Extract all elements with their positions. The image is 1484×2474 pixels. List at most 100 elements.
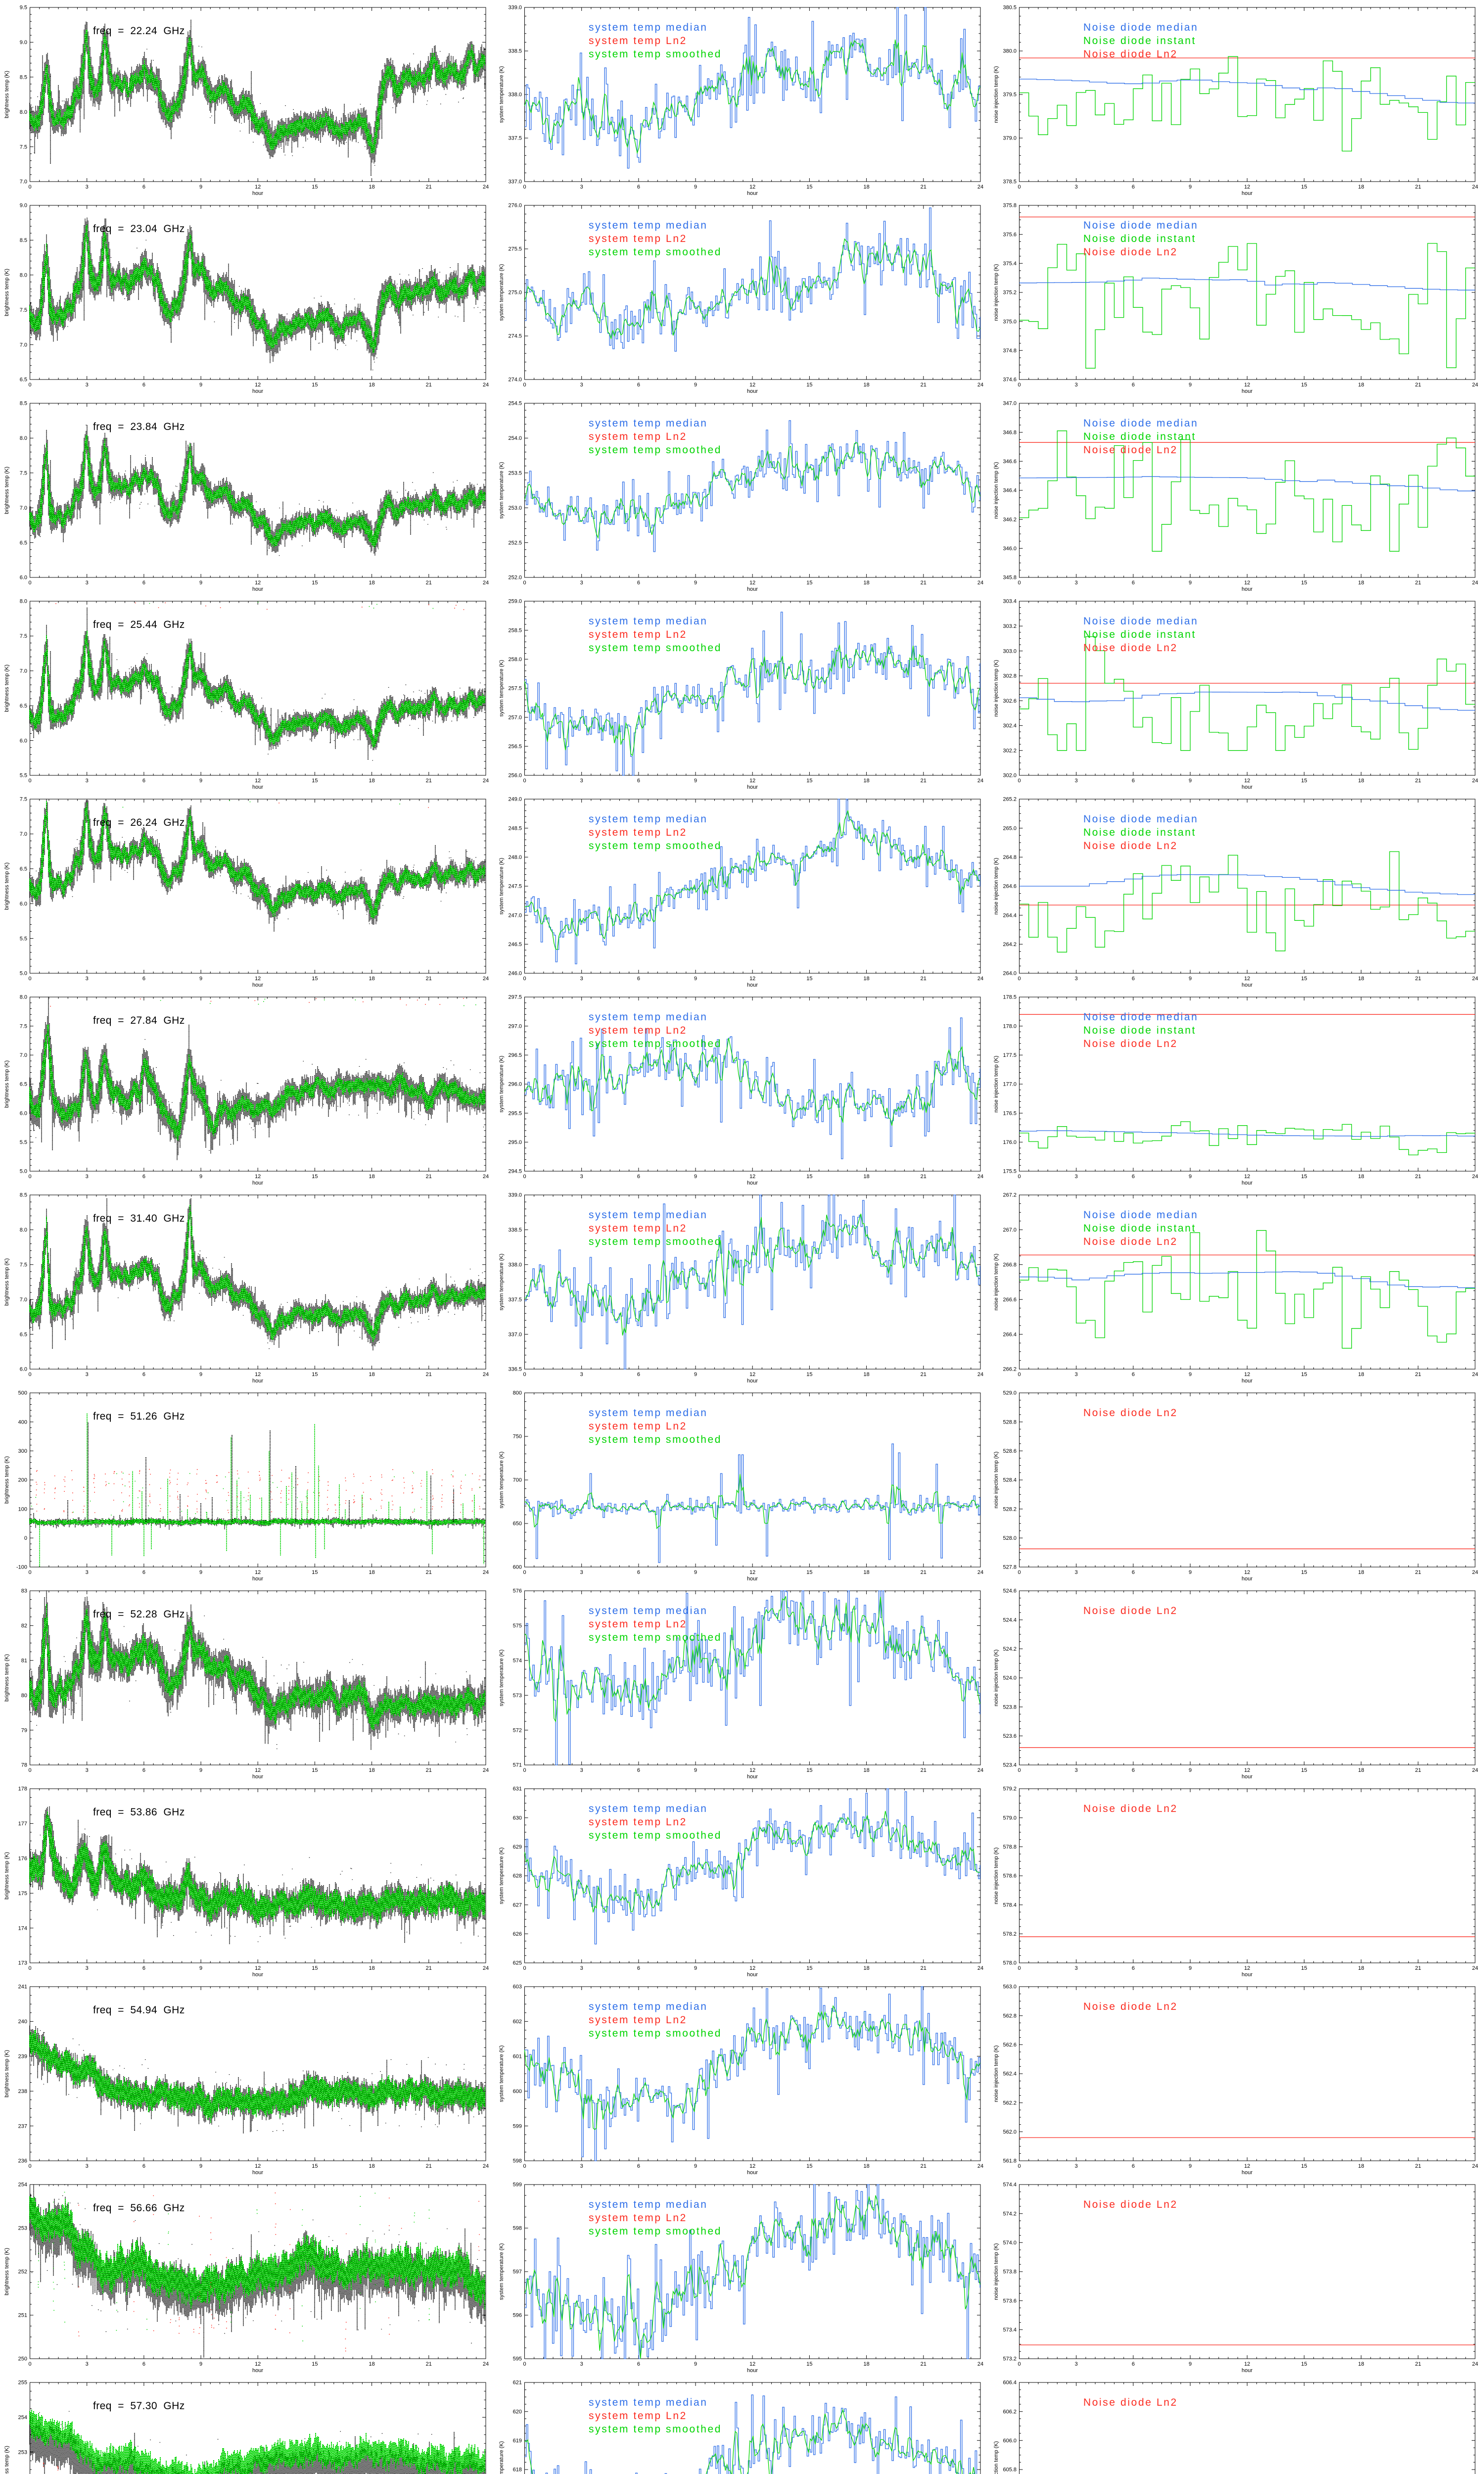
svg-text:599: 599 bbox=[513, 2123, 522, 2129]
svg-text:24: 24 bbox=[977, 1965, 983, 1971]
svg-text:618: 618 bbox=[513, 2467, 522, 2473]
svg-text:9: 9 bbox=[1189, 382, 1192, 388]
svg-text:601: 601 bbox=[513, 2054, 522, 2060]
svg-text:15: 15 bbox=[806, 382, 812, 388]
svg-text:0: 0 bbox=[24, 1535, 27, 1541]
svg-text:9: 9 bbox=[199, 184, 202, 190]
svg-text:hour: hour bbox=[747, 2170, 758, 2176]
svg-text:0: 0 bbox=[523, 976, 526, 982]
svg-text:562.0: 562.0 bbox=[1003, 2129, 1017, 2135]
svg-text:12: 12 bbox=[255, 580, 261, 586]
svg-text:18: 18 bbox=[369, 184, 374, 190]
svg-text:21: 21 bbox=[921, 1372, 927, 1378]
svg-text:hour: hour bbox=[747, 1378, 758, 1384]
svg-text:24: 24 bbox=[1472, 2361, 1478, 2367]
svg-text:21: 21 bbox=[921, 976, 927, 982]
svg-text:12: 12 bbox=[749, 184, 755, 190]
svg-text:9: 9 bbox=[1189, 1372, 1192, 1378]
svg-text:18: 18 bbox=[863, 1965, 869, 1971]
svg-text:system temperature (K): system temperature (K) bbox=[499, 462, 505, 519]
svg-text:6.5: 6.5 bbox=[20, 1082, 27, 1088]
svg-text:24: 24 bbox=[483, 184, 489, 190]
svg-text:0: 0 bbox=[523, 580, 526, 586]
svg-text:brightness temp (K): brightness temp (K) bbox=[4, 269, 10, 316]
svg-text:24: 24 bbox=[977, 1372, 983, 1378]
svg-text:24: 24 bbox=[1472, 1570, 1478, 1575]
svg-text:6.5: 6.5 bbox=[20, 540, 27, 546]
svg-text:21: 21 bbox=[921, 2163, 927, 2169]
svg-text:9: 9 bbox=[694, 2163, 697, 2169]
svg-text:21: 21 bbox=[921, 1570, 927, 1575]
svg-text:337.0: 337.0 bbox=[508, 1332, 522, 1337]
svg-text:175: 175 bbox=[18, 1891, 27, 1897]
svg-text:system temp smoothed: system temp smoothed bbox=[589, 1038, 722, 1049]
svg-text:Noise diode instant: Noise diode instant bbox=[1083, 1025, 1196, 1036]
svg-text:621: 621 bbox=[513, 2380, 522, 2386]
svg-text:6: 6 bbox=[637, 976, 640, 982]
svg-text:296.0: 296.0 bbox=[508, 1082, 522, 1088]
svg-text:21: 21 bbox=[921, 778, 927, 784]
svg-text:579.2: 579.2 bbox=[1003, 1786, 1017, 1792]
svg-text:system temp median: system temp median bbox=[589, 616, 708, 627]
svg-text:Noise diode Ln2: Noise diode Ln2 bbox=[1083, 1605, 1178, 1617]
svg-text:267.0: 267.0 bbox=[1003, 1227, 1017, 1233]
svg-text:18: 18 bbox=[369, 2163, 374, 2169]
svg-text:12: 12 bbox=[1244, 580, 1250, 586]
svg-text:252.0: 252.0 bbox=[508, 575, 522, 581]
svg-text:hour: hour bbox=[252, 2368, 263, 2374]
svg-text:6: 6 bbox=[142, 2163, 145, 2169]
svg-text:6: 6 bbox=[1132, 1372, 1135, 1378]
svg-text:21: 21 bbox=[1415, 1174, 1421, 1180]
svg-text:574: 574 bbox=[513, 1658, 522, 1664]
svg-text:627: 627 bbox=[513, 1902, 522, 1908]
svg-text:603: 603 bbox=[513, 1984, 522, 1990]
svg-text:18: 18 bbox=[1358, 1174, 1364, 1180]
svg-text:system temp smoothed: system temp smoothed bbox=[589, 2028, 722, 2039]
svg-text:12: 12 bbox=[255, 1570, 261, 1575]
svg-text:0: 0 bbox=[1018, 1174, 1020, 1180]
svg-text:574.0: 574.0 bbox=[1003, 2240, 1017, 2246]
svg-text:0: 0 bbox=[28, 2163, 31, 2169]
svg-text:9: 9 bbox=[694, 1767, 697, 1773]
svg-text:Noise diode instant: Noise diode instant bbox=[1083, 233, 1196, 244]
svg-text:Noise diode Ln2: Noise diode Ln2 bbox=[1083, 1803, 1178, 1814]
svg-text:9: 9 bbox=[694, 382, 697, 388]
svg-text:18: 18 bbox=[1358, 184, 1364, 190]
svg-text:18: 18 bbox=[369, 2361, 374, 2367]
svg-text:hour: hour bbox=[1242, 1972, 1252, 1978]
svg-text:573.4: 573.4 bbox=[1003, 2327, 1017, 2333]
svg-text:338.0: 338.0 bbox=[508, 92, 522, 98]
svg-text:0: 0 bbox=[28, 1174, 31, 1180]
svg-text:system temp median: system temp median bbox=[589, 813, 708, 825]
svg-text:6: 6 bbox=[142, 1767, 145, 1773]
svg-text:15: 15 bbox=[806, 580, 812, 586]
svg-text:6.5: 6.5 bbox=[20, 703, 27, 709]
svg-text:6: 6 bbox=[1132, 1174, 1135, 1180]
svg-text:brightness temp (K): brightness temp (K) bbox=[4, 862, 10, 910]
svg-text:18: 18 bbox=[369, 382, 374, 388]
svg-text:24: 24 bbox=[1472, 1767, 1478, 1773]
svg-text:3: 3 bbox=[580, 1767, 583, 1773]
svg-text:5.5: 5.5 bbox=[20, 1140, 27, 1145]
svg-text:297.0: 297.0 bbox=[508, 1023, 522, 1029]
svg-text:hour: hour bbox=[252, 1774, 263, 1780]
svg-text:Noise diode median: Noise diode median bbox=[1083, 220, 1198, 231]
svg-text:258.5: 258.5 bbox=[508, 627, 522, 633]
svg-text:264.4: 264.4 bbox=[1003, 912, 1017, 918]
svg-text:573.8: 573.8 bbox=[1003, 2269, 1017, 2275]
svg-text:236: 236 bbox=[18, 2158, 27, 2164]
svg-text:21: 21 bbox=[426, 1570, 432, 1575]
svg-text:600: 600 bbox=[513, 2089, 522, 2094]
svg-text:6: 6 bbox=[142, 1372, 145, 1378]
svg-text:freq = 57.30 GHz: freq = 57.30 GHz bbox=[93, 2400, 185, 2412]
svg-text:brightness temp (K): brightness temp (K) bbox=[4, 71, 10, 118]
svg-text:338.5: 338.5 bbox=[508, 48, 522, 54]
svg-text:brightness temp (K): brightness temp (K) bbox=[4, 2446, 10, 2474]
svg-text:freq = 53.86 GHz: freq = 53.86 GHz bbox=[93, 1807, 185, 1818]
svg-text:Noise diode Ln2: Noise diode Ln2 bbox=[1083, 1038, 1178, 1049]
svg-text:597: 597 bbox=[513, 2269, 522, 2275]
svg-text:374.8: 374.8 bbox=[1003, 348, 1017, 354]
svg-text:12: 12 bbox=[749, 1965, 755, 1971]
svg-text:noise injection temp (K): noise injection temp (K) bbox=[993, 2441, 999, 2474]
svg-text:374.6: 374.6 bbox=[1003, 377, 1017, 383]
